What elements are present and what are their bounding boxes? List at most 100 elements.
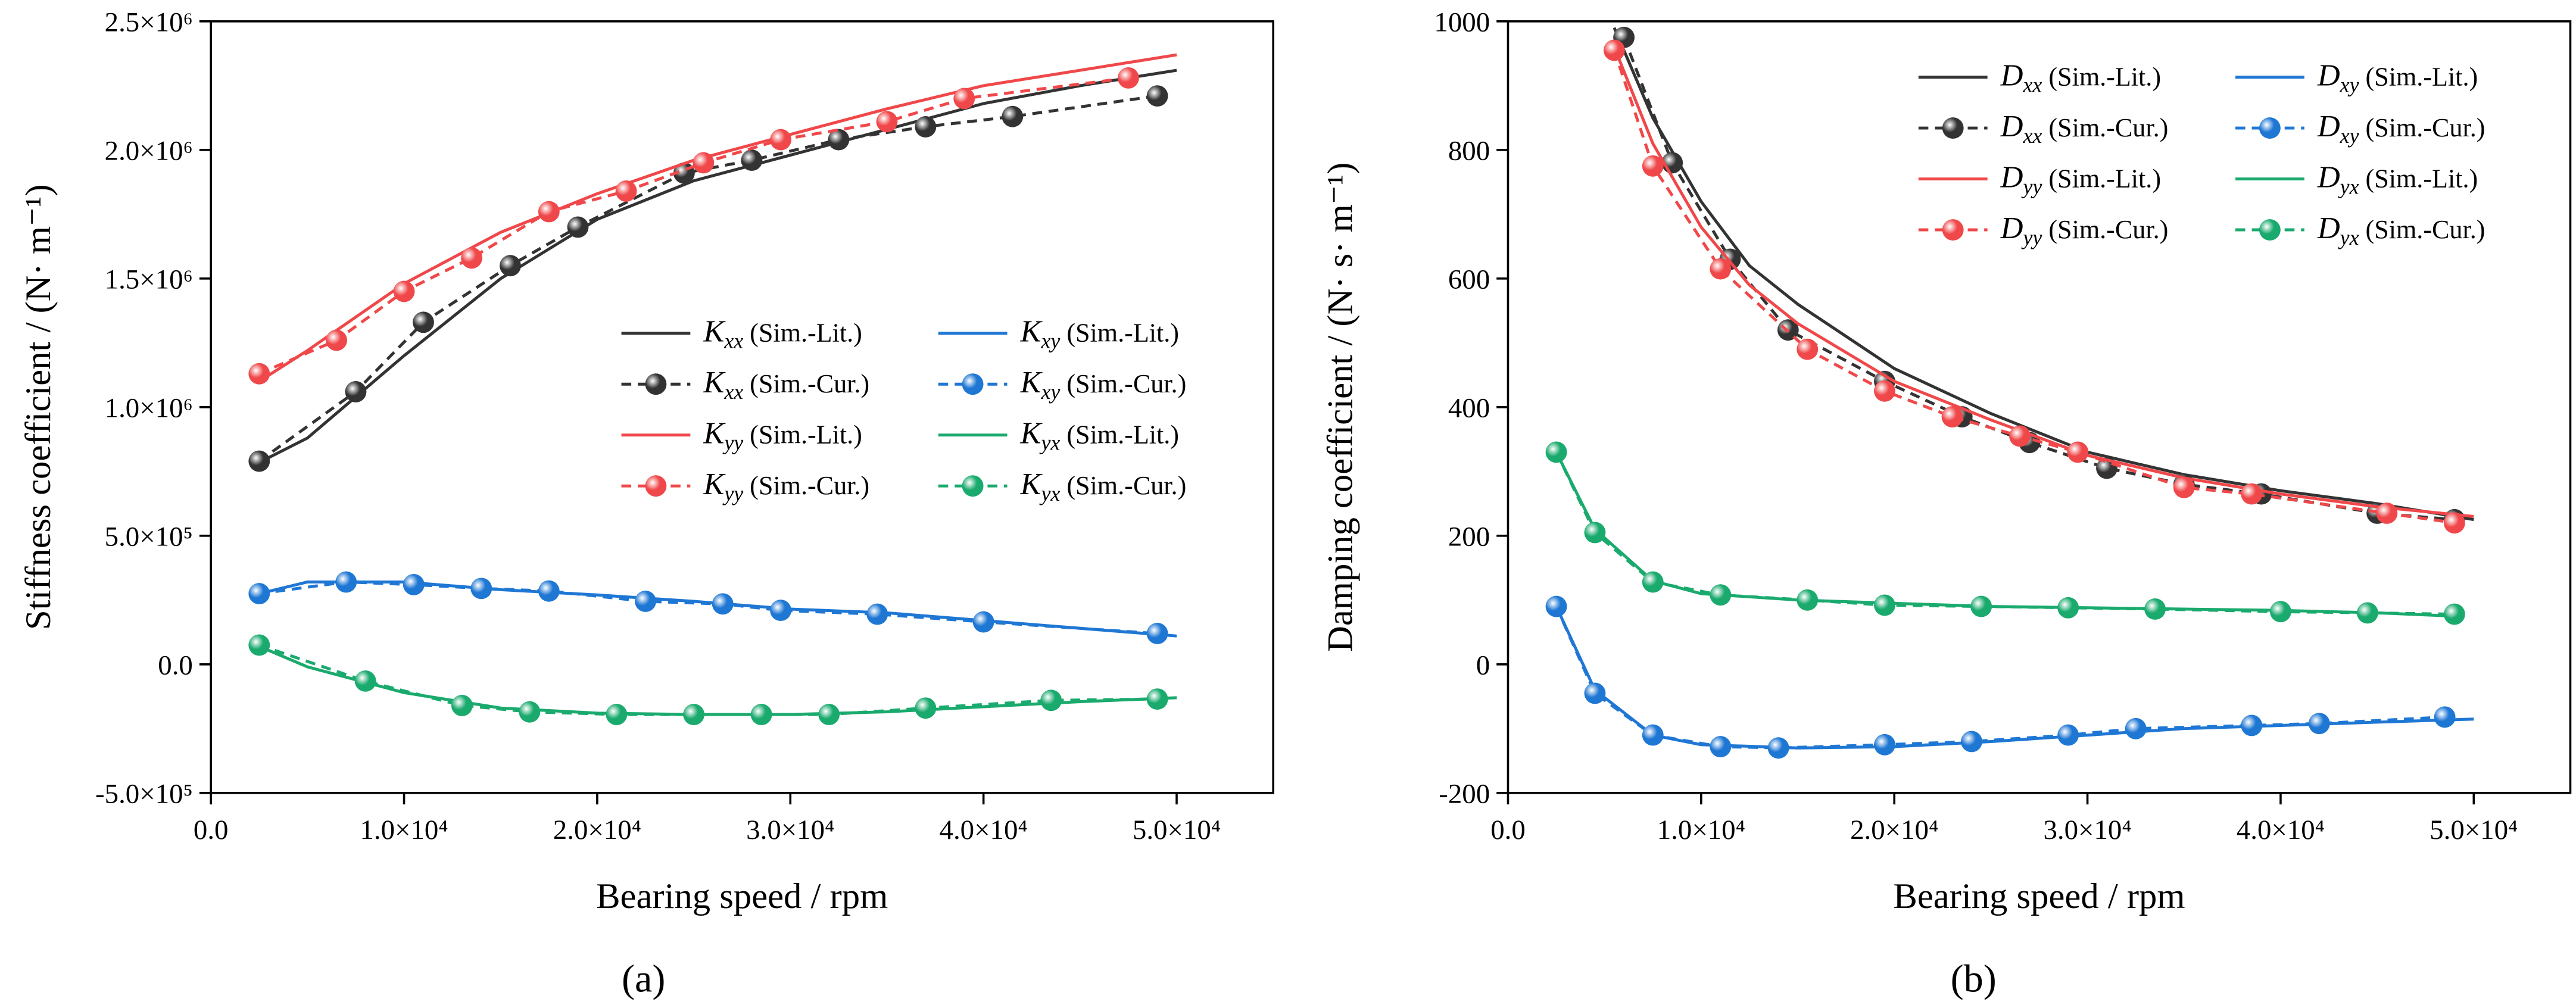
marker — [2270, 601, 2291, 623]
marker — [248, 363, 270, 385]
marker — [451, 694, 473, 716]
legend-label: Kyx (Sim.-Lit.) — [1020, 416, 1179, 454]
panel-label: (a) — [622, 957, 665, 1000]
marker — [1710, 736, 1732, 757]
marker — [248, 634, 270, 656]
marker — [2057, 724, 2079, 746]
series-line — [258, 580, 1158, 635]
marker — [1874, 380, 1895, 402]
marker — [567, 216, 589, 238]
legend-label: Dyy (Sim.-Lit.) — [2000, 160, 2161, 198]
x-tick-label: 0.0 — [1490, 814, 1526, 845]
legend-label: Dxy (Sim.-Cur.) — [2317, 109, 2485, 148]
marker — [1146, 85, 1168, 107]
marker — [1584, 682, 1606, 704]
marker — [615, 180, 637, 202]
marker — [1797, 589, 1819, 611]
series-line — [258, 68, 1177, 464]
marker — [915, 697, 937, 719]
marker — [915, 116, 937, 138]
y-tick-label: 5.0×10⁵ — [105, 521, 193, 552]
marker — [866, 603, 888, 625]
marker — [1146, 623, 1168, 644]
marker — [345, 380, 367, 402]
marker — [712, 593, 734, 615]
legend-label: Kyx (Sim.-Cur.) — [1020, 467, 1187, 505]
y-tick-label: 800 — [1448, 135, 1490, 166]
panel-label: (b) — [1951, 957, 1997, 1000]
x-tick-label: 2.0×10⁴ — [553, 814, 641, 845]
legend-label: Kyy (Sim.-Lit.) — [703, 416, 862, 454]
marker — [1040, 689, 1062, 711]
legend-marker — [645, 373, 667, 395]
x-tick-label: 3.0×10⁴ — [746, 814, 834, 845]
marker — [1642, 724, 1664, 746]
marker — [354, 670, 376, 692]
marker — [461, 247, 483, 269]
marker — [1874, 594, 1895, 616]
y-tick-label: 2.5×10⁶ — [105, 7, 193, 38]
marker — [248, 450, 270, 472]
marker — [770, 129, 791, 151]
marker — [519, 701, 541, 723]
x-tick-label: 4.0×10⁴ — [2237, 814, 2325, 845]
series-line — [1555, 451, 2455, 616]
x-tick-label: 0.0 — [194, 814, 229, 845]
series-line — [258, 76, 1129, 375]
marker — [635, 591, 656, 612]
marker — [2173, 476, 2195, 498]
series-line — [1613, 46, 2474, 518]
y-tick-label: 0.0 — [158, 650, 193, 681]
legend-marker — [962, 475, 984, 497]
series-line — [1613, 49, 2455, 525]
marker — [2057, 597, 2079, 619]
legend-label: Kyy (Sim.-Cur.) — [703, 467, 869, 505]
legend-label: Kxx (Sim.-Lit.) — [703, 314, 862, 353]
marker — [335, 571, 357, 593]
marker — [2009, 425, 2031, 447]
x-tick-label: 3.0×10⁴ — [2043, 814, 2131, 845]
y-tick-label: 0 — [1476, 650, 1490, 681]
marker — [1146, 688, 1168, 710]
y-tick-label: 200 — [1448, 521, 1490, 552]
marker — [828, 129, 850, 151]
marker — [750, 704, 772, 725]
marker — [403, 573, 425, 595]
y-tick-label: 1.0×10⁶ — [105, 392, 193, 423]
marker — [876, 111, 898, 133]
legend-label: Kxy (Sim.-Lit.) — [1020, 314, 1179, 353]
marker — [693, 152, 715, 174]
legend-label: Kxx (Sim.-Cur.) — [703, 365, 869, 404]
legend-marker — [2259, 117, 2281, 139]
marker — [2241, 714, 2263, 737]
y-tick-label: 1000 — [1434, 7, 1490, 38]
x-tick-label: 1.0×10⁴ — [1657, 814, 1745, 845]
legend-marker — [962, 373, 984, 395]
marker — [1874, 734, 1895, 756]
y-axis-title: Stiffness coefficient / (N· m⁻¹) — [18, 184, 58, 630]
series-line — [1555, 606, 2474, 750]
marker — [500, 255, 521, 277]
series-line — [1613, 27, 2474, 522]
x-tick-label: 1.0×10⁴ — [360, 814, 448, 845]
marker — [2144, 598, 2166, 620]
legend-label: Dxx (Sim.-Lit.) — [2000, 58, 2161, 96]
marker — [741, 149, 763, 171]
legend-marker — [1942, 117, 1964, 139]
marker — [2125, 717, 2147, 739]
marker — [1545, 441, 1567, 463]
y-tick-label: 1.5×10⁶ — [105, 264, 193, 295]
marker — [683, 704, 705, 725]
marker — [2356, 602, 2378, 624]
x-tick-label: 5.0×10⁴ — [2430, 814, 2518, 845]
marker — [770, 600, 791, 622]
marker — [1117, 67, 1139, 89]
legend-marker — [645, 475, 667, 497]
marker — [953, 88, 975, 110]
x-axis-title: Bearing speed / rpm — [596, 876, 888, 916]
marker — [1710, 258, 1732, 280]
marker — [1970, 595, 1992, 617]
marker — [972, 611, 994, 633]
x-tick-label: 5.0×10⁴ — [1133, 814, 1221, 845]
